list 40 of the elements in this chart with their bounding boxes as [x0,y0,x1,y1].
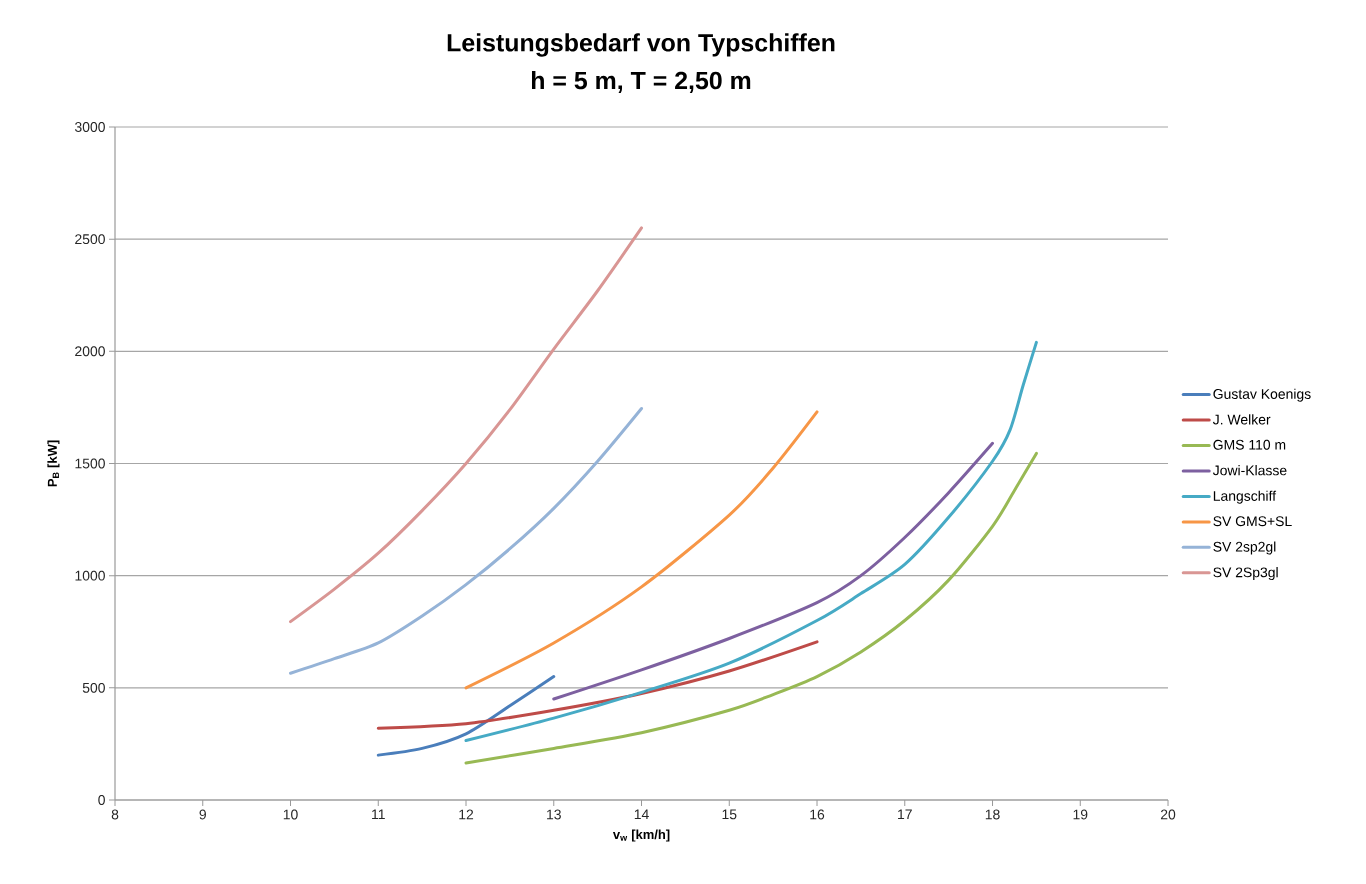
y-tick-label: 3000 [74,122,105,132]
y-axis-title: P$_{B}$ [kW] [47,440,60,487]
legend-label: Jowi-Klasse [1212,465,1287,476]
x-tick-label: 18 [985,809,1000,820]
x-axis-title: v$_{w}$ [km/h] [612,829,670,842]
x-tick-label: 19 [1073,809,1088,820]
line-series [464,410,819,690]
legend-label: SV 2sp2gl [1213,541,1276,555]
x-tick-label: 11 [372,809,385,820]
legend-label: SV 2Sp3gl [1213,567,1278,581]
line-series [464,340,1038,743]
y-tick-label: 0 [98,795,105,805]
x-tick-label: 13 [547,809,561,820]
y-tick-label: 500 [82,682,105,693]
x-tick-label: 17 [898,809,912,820]
legend-label: J. Welker [1212,414,1271,425]
y-tick-label: 2500 [75,234,105,245]
x-tick-label: 9 [199,809,206,820]
legend-label: GMS 110 m [1213,439,1286,450]
chart-title: Leistungsbedarf von Typschiffen [447,33,835,57]
line-series [289,226,644,624]
y-tick-label: 1500 [75,458,105,469]
x-tick-label: 15 [722,809,737,820]
x-tick-label: 10 [283,809,298,820]
chart-subtitle: h = 5 m, T = 2,50 m [531,71,751,93]
x-tick-label: 20 [1160,809,1176,820]
x-tick-label: 16 [810,809,825,820]
x-tick-label: 12 [459,809,474,820]
legend-label: Langschiff [1213,490,1277,504]
y-tick-label: 1000 [75,570,105,581]
line-series [376,675,556,757]
x-tick-label: 14 [634,809,649,820]
line-series [289,407,644,675]
y-tick-label: 2000 [75,346,105,357]
legend-label: Gustav Koenigs [1213,388,1311,402]
line-series [552,441,995,701]
legend-label: SV GMS+SL [1213,516,1292,527]
line-series [376,640,819,730]
line-series [464,451,1038,765]
x-tick-label: 8 [111,809,119,820]
